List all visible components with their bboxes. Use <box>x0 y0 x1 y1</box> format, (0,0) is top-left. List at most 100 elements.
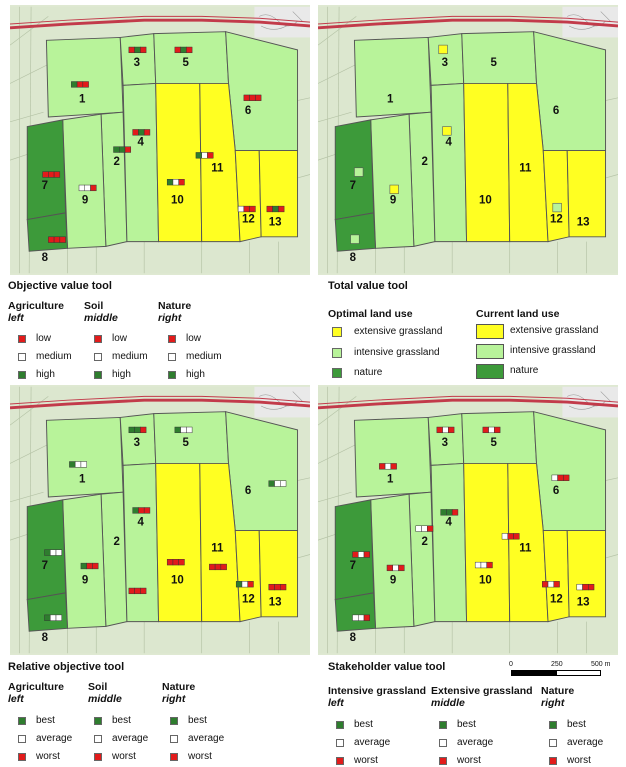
svg-text:4: 4 <box>445 517 452 529</box>
svg-text:10: 10 <box>171 574 184 586</box>
swatch-white <box>549 739 557 747</box>
map-stakeholder: 1 2 3 4 5 6 7 8 9 10 11 12 13 <box>318 385 618 655</box>
swatch-white <box>168 353 176 361</box>
svg-text:4: 4 <box>137 137 144 149</box>
swatch-red <box>18 335 26 343</box>
swatch-green <box>18 717 26 725</box>
svg-text:4: 4 <box>137 517 144 529</box>
svg-text:11: 11 <box>519 163 532 175</box>
legend-heading: Extensive grassland <box>431 685 533 697</box>
svg-text:11: 11 <box>211 163 224 175</box>
legend-nature: Nature right low medium high <box>158 300 238 380</box>
swatch-red <box>18 753 26 761</box>
swatch-intensive <box>332 348 342 358</box>
plot-10 <box>155 82 203 243</box>
svg-text:8: 8 <box>350 632 357 644</box>
svg-text:6: 6 <box>245 485 251 497</box>
plot-6 <box>225 31 299 152</box>
svg-text:5: 5 <box>183 57 190 69</box>
svg-text:10: 10 <box>479 574 492 586</box>
legend-sub: left <box>8 693 24 705</box>
swatch-white <box>94 353 102 361</box>
svg-text:10: 10 <box>171 194 184 206</box>
panel-relative-objective-tool: 1 2 3 4 5 6 7 8 9 10 11 12 13 <box>0 383 313 767</box>
legend-sub: left <box>8 312 24 324</box>
swatch-white <box>170 735 178 743</box>
legend-heading: Agriculture <box>8 681 65 693</box>
svg-text:2: 2 <box>114 156 120 168</box>
legend-agriculture: Agriculture left best average worst <box>8 681 88 765</box>
svg-text:1: 1 <box>79 94 86 106</box>
legend-heading: Current land use <box>476 308 560 320</box>
svg-text:7: 7 <box>350 180 356 192</box>
swatch-white <box>94 735 102 743</box>
plot-5 <box>153 31 230 84</box>
legend-soil: Soil middle best average worst <box>88 681 168 765</box>
svg-text:13: 13 <box>577 596 590 608</box>
svg-text:2: 2 <box>114 536 120 548</box>
swatch-white <box>18 353 26 361</box>
swatch-red <box>439 757 447 765</box>
plot-12 <box>234 150 262 243</box>
swatch-white <box>336 739 344 747</box>
panel-stakeholder-value-tool: 1 2 3 4 5 6 7 8 9 10 11 12 13 <box>313 383 626 767</box>
svg-text:13: 13 <box>269 216 282 228</box>
svg-text:8: 8 <box>42 632 49 644</box>
svg-text:10: 10 <box>479 194 492 206</box>
swatch-red <box>170 753 178 761</box>
legend-sub: middle <box>88 693 122 705</box>
legend-current-land-use: Current land use extensive grassland int… <box>476 308 624 383</box>
panel-title: Relative objective tool <box>8 661 125 673</box>
svg-text:3: 3 <box>442 437 448 449</box>
scale-label-500: 500 m <box>591 661 611 668</box>
svg-text:9: 9 <box>390 194 396 206</box>
legend-sub: right <box>162 693 186 705</box>
swatch-green <box>549 721 557 729</box>
swatch-green <box>336 721 344 729</box>
svg-text:12: 12 <box>550 213 563 225</box>
swatch-extensive <box>332 327 342 337</box>
panel-objective-value-tool: 1 2 3 4 5 6 7 8 9 10 11 12 13 <box>0 0 313 383</box>
svg-text:12: 12 <box>550 593 563 605</box>
legend-heading: Nature <box>158 300 192 312</box>
svg-text:11: 11 <box>519 543 532 555</box>
legend-nature: Nature right best average worst <box>541 685 621 766</box>
legend-heading: Soil <box>84 300 104 312</box>
swatch-red <box>336 757 344 765</box>
plot-7 <box>26 119 67 221</box>
legend-nature: Nature right best average worst <box>162 681 242 765</box>
legend-heading: Intensive grassland <box>328 685 427 697</box>
legend-heading: Nature <box>162 681 196 693</box>
swatch-green <box>170 717 178 725</box>
svg-text:5: 5 <box>491 57 498 69</box>
map-relative: 1 2 3 4 5 6 7 8 9 10 11 12 13 <box>10 385 310 655</box>
svg-text:7: 7 <box>42 180 48 192</box>
plot-4 <box>122 82 160 243</box>
svg-text:5: 5 <box>491 437 498 449</box>
svg-text:2: 2 <box>422 536 428 548</box>
svg-text:6: 6 <box>245 105 251 117</box>
svg-text:3: 3 <box>134 57 140 69</box>
svg-text:1: 1 <box>79 474 86 486</box>
swatch-green <box>439 721 447 729</box>
swatch-nature <box>476 364 504 379</box>
scale-label-250: 250 <box>551 661 563 668</box>
scale-bar: 0 250 500 m <box>509 661 611 679</box>
svg-text:1: 1 <box>387 94 394 106</box>
swatch-intensive <box>476 344 504 359</box>
swatch-red <box>549 757 557 765</box>
legend-heading: Optimal land use <box>328 308 413 320</box>
swatch-green <box>18 371 26 379</box>
panel-title: Stakeholder value tool <box>328 661 446 673</box>
plot-8 <box>26 212 69 252</box>
svg-text:2: 2 <box>422 156 428 168</box>
svg-text:4: 4 <box>445 137 452 149</box>
svg-text:12: 12 <box>242 213 255 225</box>
swatch-nature <box>332 368 342 378</box>
map-objective: 1 2 3 4 5 6 7 8 9 10 11 12 13 <box>10 5 310 275</box>
legend-agriculture: Agriculture left low medium high <box>8 300 88 380</box>
swatch-red <box>94 335 102 343</box>
swatch-green <box>94 371 102 379</box>
svg-text:12: 12 <box>242 593 255 605</box>
legend-sub: middle <box>431 697 465 709</box>
